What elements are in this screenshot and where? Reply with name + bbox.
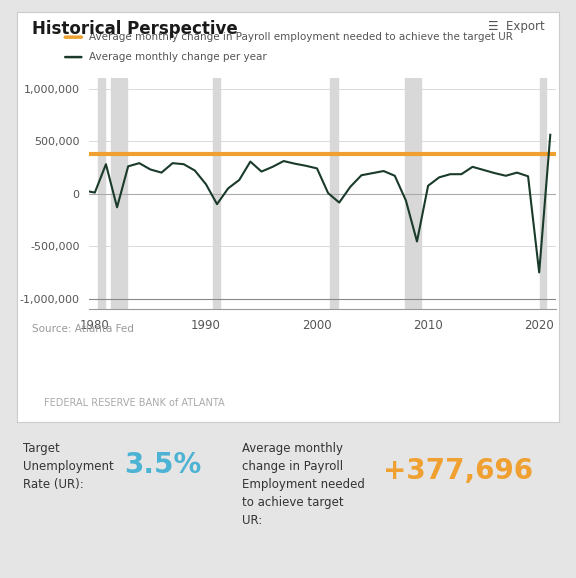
Text: Average monthly change in Payroll employment needed to achieve the target UR: Average monthly change in Payroll employ… [89,32,513,42]
Bar [213,78,221,309]
Bar [112,78,127,309]
Text: FEDERAL RESERVE BANK of ATLANTA: FEDERAL RESERVE BANK of ATLANTA [44,398,225,408]
Bar [330,78,338,309]
Text: ☰  Export: ☰ Export [487,20,544,33]
Text: +377,696: +377,696 [383,457,533,484]
Text: 3.5%: 3.5% [124,451,201,479]
Text: Historical Perspective: Historical Perspective [32,20,237,38]
Bar [405,78,422,309]
Text: Source: Atlanta Fed: Source: Atlanta Fed [32,324,134,334]
Text: Average monthly change per year: Average monthly change per year [89,52,267,62]
Text: Target
Unemployment
Rate (UR):: Target Unemployment Rate (UR): [23,442,114,491]
Text: Average monthly
change in Payroll
Employment needed
to achieve target
UR:: Average monthly change in Payroll Employ… [242,442,365,527]
Bar [540,78,546,309]
Bar [97,78,105,309]
